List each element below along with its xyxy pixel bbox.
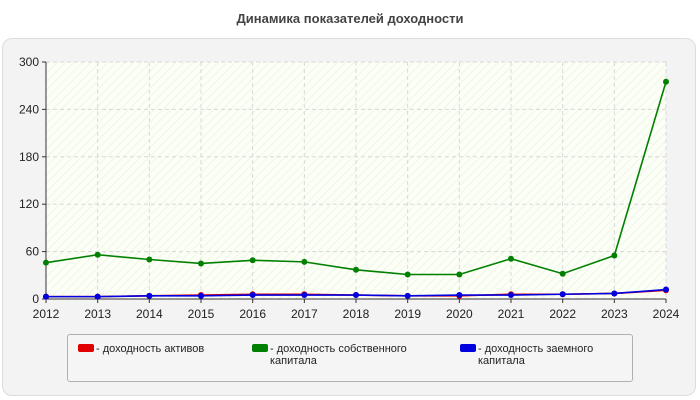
- legend-swatch-equity: [252, 344, 268, 352]
- data-point-1: [456, 271, 463, 278]
- y-tick-label: 0: [32, 292, 39, 306]
- legend-label-debt: - доходность заемного капитала: [478, 343, 594, 367]
- legend-swatch-debt: [460, 344, 476, 352]
- data-point-2: [559, 291, 566, 298]
- y-tick-label: 300: [19, 55, 39, 69]
- y-tick-label: 60: [26, 245, 40, 259]
- data-point-1: [301, 258, 308, 265]
- x-tick-label: 2024: [653, 307, 680, 321]
- data-point-2: [611, 290, 618, 297]
- data-point-2: [456, 292, 463, 299]
- legend-label-equity: - доходность собственного капитала: [270, 343, 407, 367]
- data-point-2: [198, 292, 204, 299]
- data-point-1: [611, 252, 618, 259]
- data-point-1: [559, 270, 566, 277]
- data-point-2: [249, 292, 256, 299]
- x-tick-label: 2023: [601, 307, 628, 321]
- x-tick-label: 2021: [498, 307, 525, 321]
- data-point-1: [146, 256, 153, 263]
- data-point-2: [663, 286, 669, 293]
- x-tick-label: 2015: [188, 307, 215, 321]
- data-point-1: [43, 259, 49, 266]
- legend-swatch-assets: [78, 344, 94, 352]
- y-tick-label: 120: [19, 197, 39, 211]
- x-tick-label: 2016: [239, 307, 266, 321]
- x-tick-label: 2018: [343, 307, 370, 321]
- data-point-1: [198, 260, 204, 267]
- x-tick-label: 2022: [549, 307, 576, 321]
- x-tick-label: 2013: [84, 307, 111, 321]
- data-point-2: [146, 292, 153, 299]
- x-tick-label: 2020: [446, 307, 473, 321]
- legend: - доходность активов - доходность собств…: [67, 334, 633, 382]
- y-tick-label: 180: [19, 150, 39, 164]
- data-point-1: [404, 271, 411, 278]
- series-layer: [43, 78, 669, 300]
- data-point-1: [94, 251, 101, 258]
- y-tick-label: 240: [19, 102, 39, 116]
- data-point-1: [508, 255, 514, 262]
- data-point-2: [508, 292, 514, 299]
- x-tick-label: 2014: [136, 307, 163, 321]
- chart-title: Динамика показателей доходности: [236, 11, 464, 26]
- x-tick-label: 2017: [291, 307, 318, 321]
- x-tick-label: 2012: [33, 307, 60, 321]
- legend-label-assets: - доходность активов: [96, 343, 205, 355]
- data-point-1: [249, 257, 256, 264]
- data-point-1: [353, 266, 359, 273]
- x-tick-label: 2019: [394, 307, 421, 321]
- data-point-2: [94, 293, 101, 300]
- data-point-1: [663, 78, 669, 85]
- data-point-2: [353, 292, 359, 299]
- data-point-2: [301, 292, 308, 299]
- axes: 0 60 120 180 240 300 2012 2013 2014 2015 2016 2017 2…: [19, 55, 680, 321]
- data-point-2: [404, 292, 411, 299]
- data-point-2: [43, 293, 49, 300]
